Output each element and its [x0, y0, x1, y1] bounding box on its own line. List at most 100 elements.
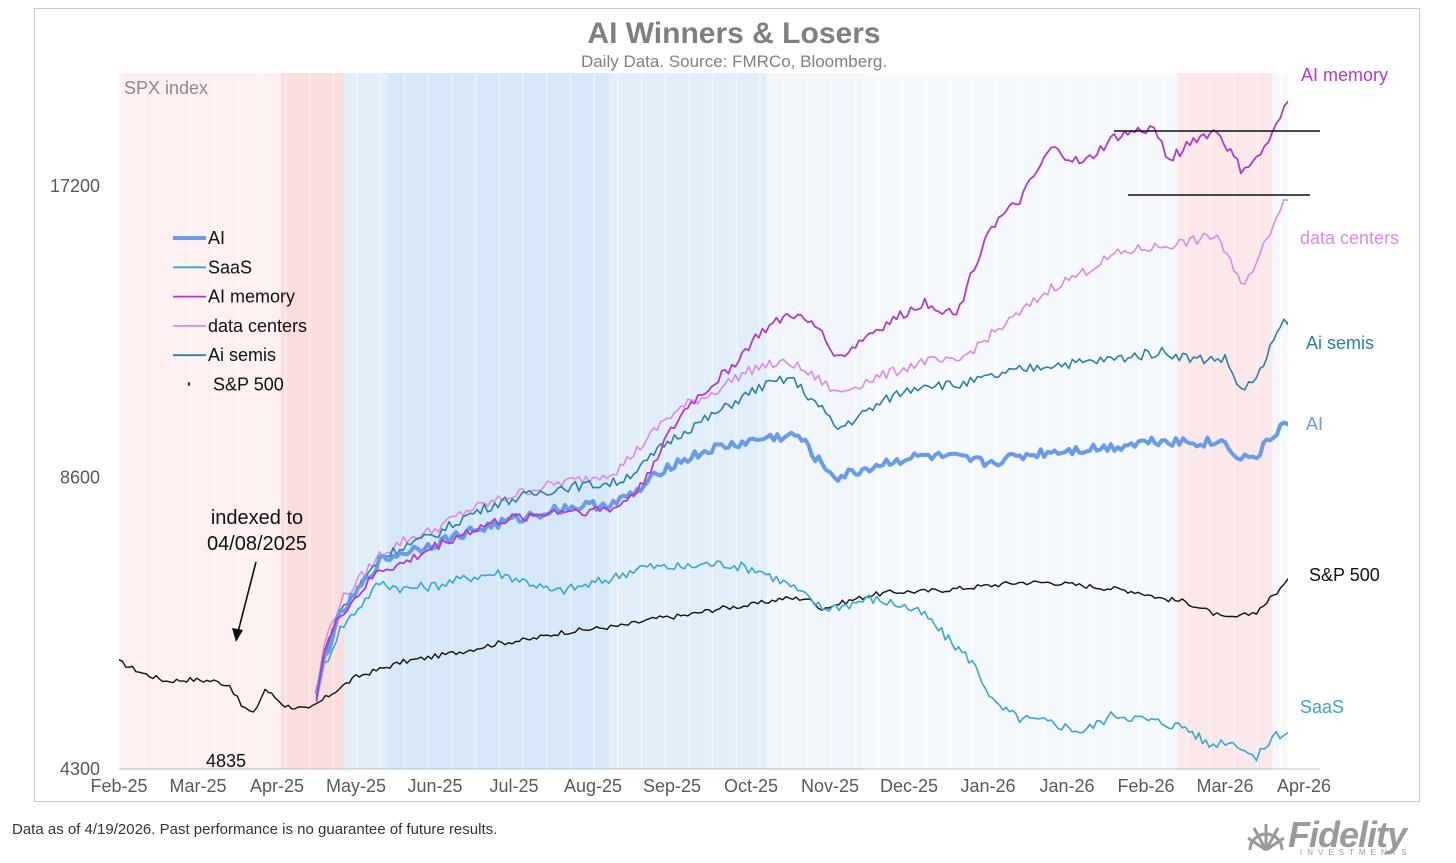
band-stripe	[664, 73, 667, 769]
band-stripe	[142, 73, 145, 769]
band-stripe	[261, 73, 264, 769]
band-stripe	[735, 73, 738, 769]
y-tick-label: 17200	[50, 176, 100, 196]
series-end-labels: AI SaaS AI memory data centers Ai semis S&P 5…	[1300, 65, 1399, 717]
band-stripe	[450, 73, 453, 769]
chart-frame	[34, 8, 1420, 802]
band-stripe	[190, 73, 193, 769]
x-tick-label: Jan-26	[960, 776, 1015, 796]
band-stripe	[782, 73, 785, 769]
series-lines	[118, 100, 1288, 762]
band-stripe	[806, 73, 809, 769]
series-line-ai-semis	[315, 318, 1288, 697]
sunburst-icon	[1247, 824, 1285, 852]
x-tick-label: Nov-25	[801, 776, 859, 796]
band-stripe	[308, 73, 311, 769]
x-tick-label: Feb-25	[90, 776, 147, 796]
regime-bands	[119, 73, 1288, 769]
low-value-label: 4835	[206, 751, 246, 771]
band-stripe	[1161, 73, 1164, 769]
band-stripe	[616, 73, 619, 769]
x-tick-label: Aug-25	[564, 776, 622, 796]
x-tick-label: Jun-25	[407, 776, 462, 796]
end-label-s-p-500: S&P 500	[1309, 565, 1380, 585]
band-stripe	[972, 73, 975, 769]
index-note-line2: 04/08/2025	[207, 533, 307, 555]
fidelity-logo: Fidelity INVESTMENTS	[1240, 812, 1445, 858]
band-stripe	[1232, 73, 1235, 769]
band-stripe	[830, 73, 832, 769]
logo-subtitle: INVESTMENTS	[1300, 848, 1412, 857]
legend: AI SaaS AI memory data centers Ai semis S&P 5…	[173, 228, 307, 395]
line-chart: AI Winners & Losers Daily Data. Source: …	[50, 17, 1399, 796]
series-line-ai	[314, 420, 1288, 695]
x-tick-label: Feb-26	[1117, 776, 1174, 796]
series-line-saas	[315, 560, 1288, 762]
legend-entry: data centers	[208, 316, 307, 336]
band-stripe	[1138, 73, 1141, 769]
band-stripe	[1280, 73, 1283, 769]
band-stripe	[1043, 73, 1046, 769]
band-stripe	[924, 73, 927, 769]
band-stripe	[687, 73, 690, 769]
band-stripe	[166, 73, 169, 769]
x-tick-label: Jan-26	[1039, 776, 1094, 796]
band-stripe	[474, 73, 477, 769]
band-stripe	[758, 73, 761, 769]
legend-entry: Ai semis	[208, 345, 276, 365]
x-tick-label: Apr-25	[250, 776, 304, 796]
index-note-line1: indexed to	[211, 507, 303, 529]
regime-band	[1177, 73, 1273, 769]
y-axis-label: SPX index	[124, 78, 208, 98]
end-label-ai: AI	[1306, 414, 1323, 434]
y-tick-label: 8600	[60, 467, 100, 487]
legend-swatch	[188, 382, 190, 386]
band-stripe	[593, 73, 595, 769]
footnote: Data as of 4/19/2026. Past performance i…	[12, 821, 498, 838]
index-note-arrow-shaft	[237, 561, 257, 633]
band-stripe	[237, 73, 240, 769]
chart-subtitle: Daily Data. Source: FMRCo, Bloomberg.	[581, 52, 887, 71]
regime-band	[766, 73, 862, 769]
index-note-arrowhead	[232, 628, 243, 642]
y-axis: 17200 8600 4300	[50, 176, 100, 779]
legend-entry: AI memory	[208, 287, 295, 307]
band-stripe	[284, 73, 287, 769]
band-stripe	[569, 73, 572, 769]
band-stripe	[877, 73, 880, 769]
x-tick-label: Jul-25	[489, 776, 538, 796]
regime-band	[119, 73, 281, 769]
band-stripe	[948, 73, 951, 769]
band-stripe	[213, 73, 216, 769]
logo-wordmark: Fidelity	[1288, 814, 1407, 855]
band-stripe	[640, 73, 643, 769]
band-stripe	[119, 73, 121, 769]
x-tick-label: Sep-25	[643, 776, 701, 796]
x-tick-label: Mar-26	[1196, 776, 1253, 796]
band-stripe	[498, 73, 501, 769]
band-stripe	[1114, 73, 1117, 769]
series-line-data-centers	[315, 198, 1288, 699]
band-stripe	[901, 73, 904, 769]
band-stripe	[995, 73, 998, 769]
band-stripe	[1067, 73, 1069, 769]
x-axis: Feb-25 Mar-25 Apr-25 May-25 Jun-25 Jul-25 Aug-…	[90, 768, 1331, 796]
chart-title: AI Winners & Losers	[587, 17, 880, 50]
band-stripe	[427, 73, 430, 769]
band-stripe	[1019, 73, 1022, 769]
band-stripe	[1256, 73, 1259, 769]
regime-band	[280, 73, 345, 769]
x-tick-label: Oct-25	[724, 776, 778, 796]
band-stripe	[1090, 73, 1093, 769]
band-stripe	[545, 73, 548, 769]
x-tick-label: Dec-25	[880, 776, 938, 796]
band-stripe	[379, 73, 382, 769]
end-label-saas: SaaS	[1300, 697, 1344, 717]
x-tick-label: Apr-26	[1277, 776, 1331, 796]
band-stripe	[711, 73, 714, 769]
end-label-ai-semis: Ai semis	[1306, 333, 1374, 353]
y-tick-label: 4300	[60, 759, 100, 779]
x-tick-label: May-25	[326, 776, 386, 796]
series-line-s-p-500	[118, 578, 1288, 713]
band-stripe	[1209, 73, 1212, 769]
